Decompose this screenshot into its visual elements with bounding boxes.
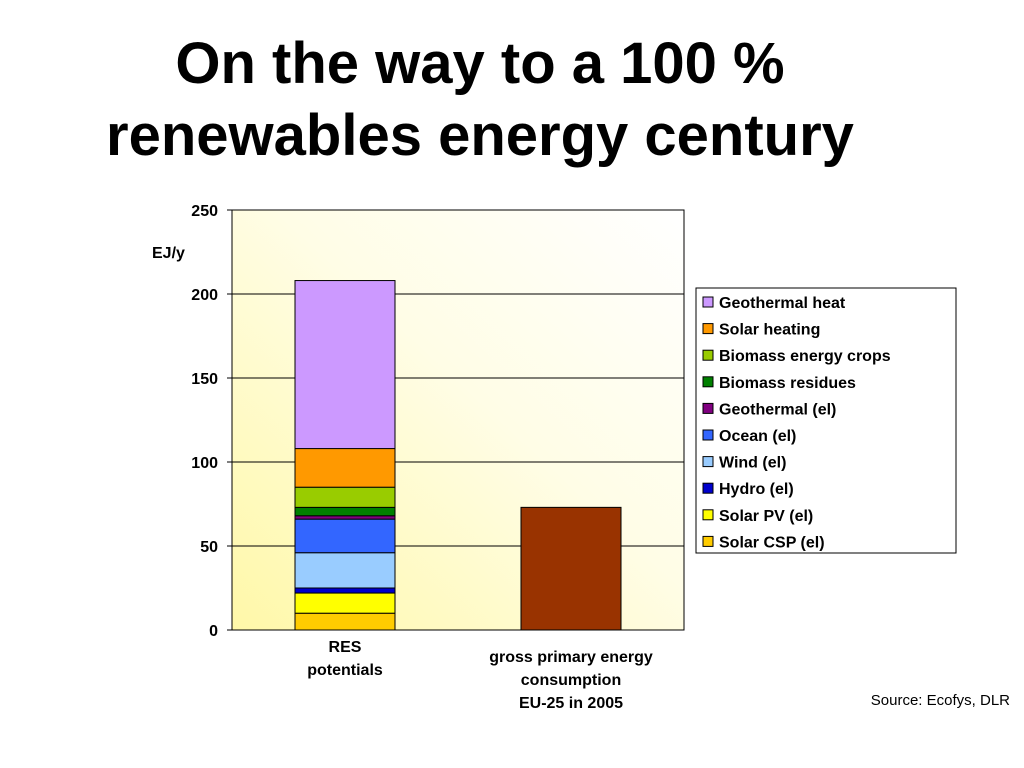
title-line-2: renewables energy century bbox=[106, 103, 854, 168]
bar-segment bbox=[294, 587, 396, 594]
slide-title: On the way to a 100 % renewables energy … bbox=[0, 28, 960, 172]
y-tick-label: 50 bbox=[200, 539, 218, 556]
y-axis-label: EJ/y bbox=[152, 245, 185, 262]
legend-label: Biomass energy crops bbox=[719, 348, 891, 365]
bar-segment bbox=[294, 506, 396, 517]
bars bbox=[294, 280, 622, 631]
bar-segment bbox=[294, 448, 396, 488]
bar-segment bbox=[294, 612, 396, 631]
legend-swatch bbox=[702, 376, 714, 388]
y-axis: 0 50 100 150 200 250 bbox=[191, 203, 232, 640]
y-tick-label: 100 bbox=[191, 455, 218, 472]
title-line-1: On the way to a 100 % bbox=[175, 31, 785, 96]
legend-label: Solar PV (el) bbox=[719, 508, 813, 525]
legend-swatch bbox=[702, 323, 714, 335]
legend-label: Solar heating bbox=[719, 322, 820, 339]
legend-swatch bbox=[702, 429, 714, 441]
legend-label: Hydro (el) bbox=[719, 481, 794, 498]
y-tick-label: 150 bbox=[191, 371, 218, 388]
legend-label: Biomass residues bbox=[719, 375, 856, 392]
legend-label: Geothermal heat bbox=[719, 295, 846, 312]
legend-swatch bbox=[702, 402, 714, 414]
category-label: EU-25 in 2005 bbox=[519, 695, 623, 712]
legend: Geothermal heat Solar heating Biomass ener… bbox=[695, 287, 957, 554]
legend-swatch bbox=[702, 296, 714, 308]
legend-label: Ocean (el) bbox=[719, 428, 796, 445]
y-tick-label: 200 bbox=[191, 287, 218, 304]
category-label: RES bbox=[329, 639, 362, 656]
bar-segment bbox=[294, 592, 396, 614]
category-label: potentials bbox=[307, 662, 383, 679]
category-label: consumption bbox=[521, 672, 621, 689]
legend-label: Solar CSP (el) bbox=[719, 534, 825, 551]
y-tick-label: 250 bbox=[191, 203, 218, 220]
legend-swatch bbox=[702, 482, 714, 494]
legend-swatch bbox=[702, 509, 714, 521]
bar-segment bbox=[294, 518, 396, 554]
legend-label: Wind (el) bbox=[719, 455, 786, 472]
category-label: gross primary energy bbox=[489, 649, 653, 666]
legend-swatch bbox=[702, 349, 714, 361]
source-note: Source: Ecofys, DLR bbox=[870, 692, 1010, 709]
legend-swatch bbox=[702, 456, 714, 468]
legend-label: Geothermal (el) bbox=[719, 401, 836, 418]
bar-segment bbox=[294, 486, 396, 508]
category-labels: RES potentials gross primary energy consump… bbox=[307, 639, 653, 712]
legend-swatch bbox=[702, 535, 714, 547]
bar-segment bbox=[294, 515, 396, 520]
bar-total-consumption bbox=[520, 506, 622, 631]
y-tick-label: 0 bbox=[209, 623, 218, 640]
bar-segment bbox=[294, 280, 396, 450]
bar-segment bbox=[294, 552, 396, 589]
legend-box bbox=[695, 287, 957, 554]
